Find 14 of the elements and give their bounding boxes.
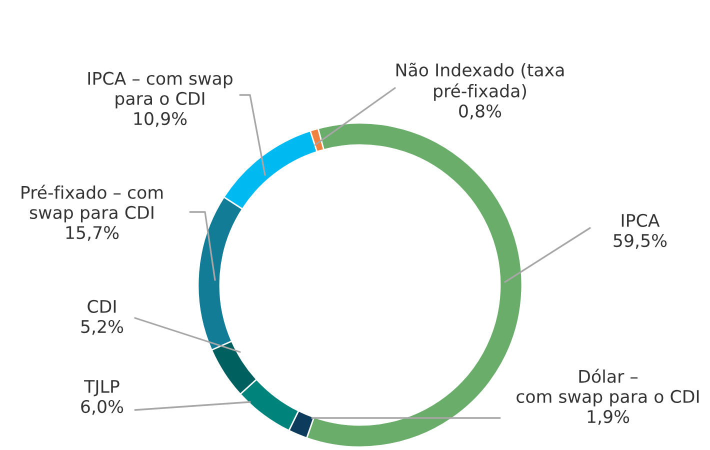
data-label: 10,9%: [134, 112, 187, 127]
slice-label: Não Indexado (taxa pré-fixada): [396, 62, 564, 101]
data-label: 1,9%: [588, 410, 630, 425]
data-label: 5,2%: [81, 320, 124, 335]
data-label: 59,5%: [614, 234, 667, 249]
slice-label: TJLP: [84, 380, 120, 396]
data-label: 6,0%: [81, 400, 124, 415]
slice-label: IPCA: [622, 214, 660, 227]
data-label: 0,8%: [459, 104, 502, 120]
slice-label: Pré-fixado – com swap para CDI: [22, 184, 163, 222]
data-label: 15,7%: [66, 226, 119, 241]
slice-label: IPCA – com swap para o CDI: [88, 72, 232, 108]
slice-label: Dólar – com swap para o CDI: [516, 368, 699, 406]
slice-label: CDI: [88, 300, 116, 313]
